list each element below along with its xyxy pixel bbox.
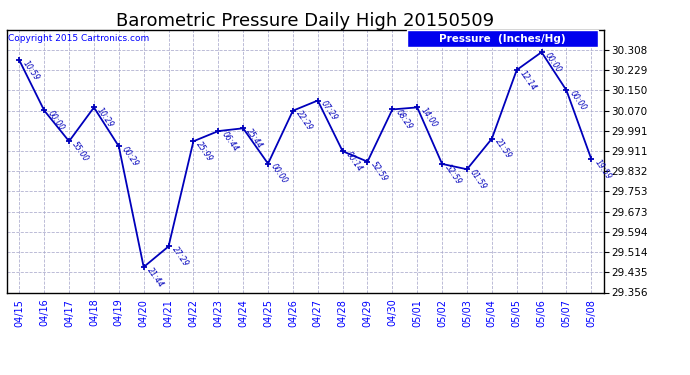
Text: 21:59: 21:59 — [493, 137, 513, 160]
Text: 55:00: 55:00 — [70, 140, 90, 163]
Text: 10:59: 10:59 — [21, 59, 41, 82]
Text: 52:59: 52:59 — [369, 160, 389, 183]
Text: 12:14: 12:14 — [518, 69, 538, 92]
Title: Barometric Pressure Daily High 20150509: Barometric Pressure Daily High 20150509 — [116, 12, 495, 30]
FancyBboxPatch shape — [407, 30, 598, 47]
Text: 07:29: 07:29 — [319, 99, 339, 122]
Text: 10:29: 10:29 — [95, 106, 115, 129]
Text: 00:29: 00:29 — [120, 145, 140, 168]
Text: 25:99: 25:99 — [195, 140, 215, 163]
Text: 19:59: 19:59 — [593, 158, 613, 181]
Text: 00:00: 00:00 — [568, 89, 588, 112]
Text: Copyright 2015 Cartronics.com: Copyright 2015 Cartronics.com — [8, 34, 149, 43]
Text: 25:44: 25:44 — [244, 127, 264, 150]
Text: 08:29: 08:29 — [394, 108, 414, 131]
Text: 00:00: 00:00 — [46, 109, 66, 132]
Text: 00:14: 00:14 — [344, 150, 364, 173]
Text: 22:29: 22:29 — [294, 110, 315, 133]
Text: 27:29: 27:29 — [170, 245, 190, 268]
Text: 21:44: 21:44 — [145, 266, 165, 289]
Text: 01:59: 01:59 — [469, 168, 489, 191]
Text: 52:59: 52:59 — [444, 162, 464, 186]
Text: 06:44: 06:44 — [219, 130, 239, 153]
Text: 00:00: 00:00 — [543, 51, 563, 74]
Text: 00:00: 00:00 — [269, 162, 290, 186]
Text: Pressure  (Inches/Hg): Pressure (Inches/Hg) — [439, 33, 566, 44]
Text: 14:00: 14:00 — [419, 106, 439, 129]
